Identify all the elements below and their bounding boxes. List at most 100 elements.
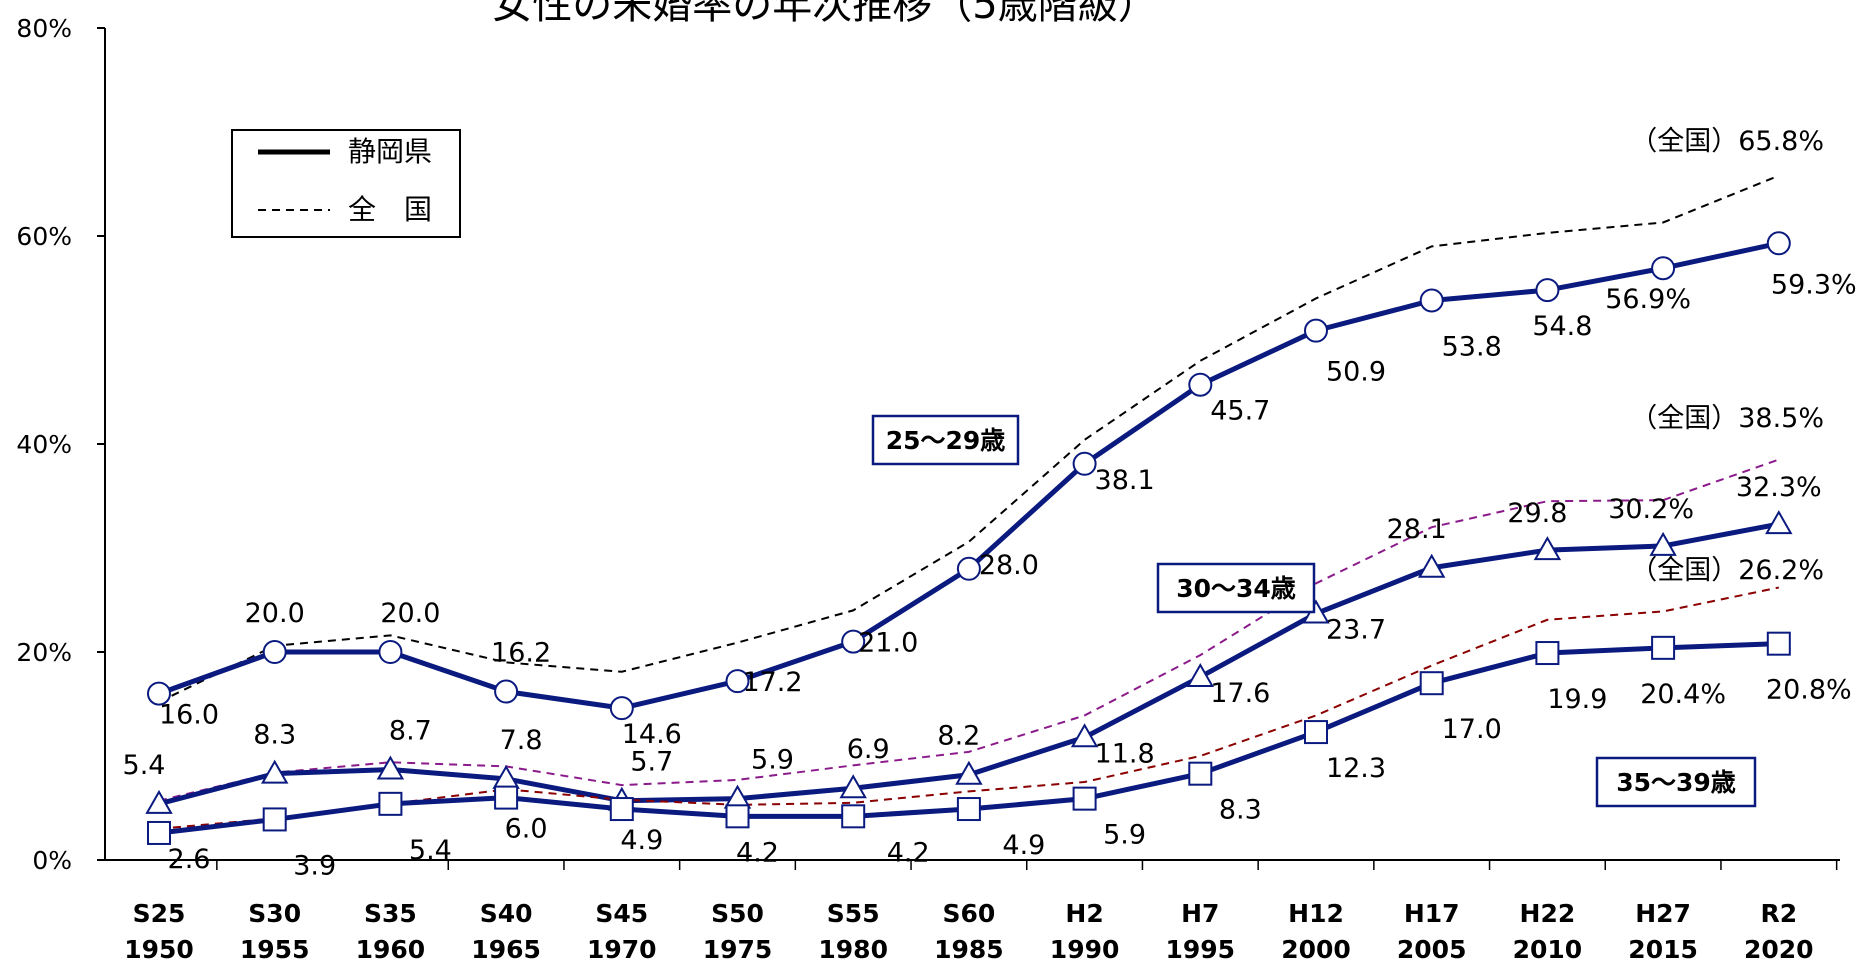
square-marker (1304, 720, 1328, 745)
data-label: 5.9 (751, 745, 794, 776)
x-tick-label-era: H7 (1181, 899, 1219, 928)
data-label: 8.3 (253, 720, 296, 751)
circle-marker (147, 681, 171, 706)
data-label: 16.2 (491, 638, 551, 669)
x-tick-label-era: S50 (711, 899, 764, 928)
square-marker (494, 785, 519, 810)
circle-marker (956, 556, 981, 581)
triangle-marker (1649, 531, 1677, 556)
x-tick-label-year: 2005 (1397, 935, 1467, 964)
data-label: 53.8 (1442, 331, 1502, 362)
triangle-marker (260, 759, 289, 784)
data-label: 4.2 (887, 837, 930, 868)
triangle-marker (1417, 553, 1446, 578)
data-label: 38.1 (1095, 465, 1155, 496)
data-label: 45.7 (1210, 396, 1270, 427)
x-tick-label-era: S25 (133, 899, 186, 928)
x-tick-label-year: 1990 (1050, 935, 1120, 964)
circle-marker (609, 696, 634, 721)
x-tick-label-year: 1970 (587, 935, 657, 964)
data-label: 5.9 (1103, 820, 1146, 851)
x-tick-label-era: H22 (1520, 899, 1576, 928)
x-tick-label-year: 1960 (356, 935, 426, 964)
y-tick-label: 40% (16, 430, 72, 459)
data-label: 4.9 (620, 825, 663, 856)
triangle-marker (1533, 536, 1562, 561)
square-marker (1188, 761, 1213, 786)
data-label: 5.4 (409, 835, 452, 866)
square-marker (1651, 635, 1676, 660)
x-tick-label-year: 1950 (124, 935, 194, 964)
data-label: 8.2 (937, 721, 980, 752)
data-label: 54.8 (1532, 311, 1592, 342)
data-label: 4.2 (736, 837, 779, 868)
data-label: 8.3 (1219, 795, 1262, 826)
triangle-marker (839, 774, 867, 799)
data-label: 19.9 (1547, 684, 1607, 715)
square-marker (1766, 631, 1791, 656)
x-tick-label-era: S45 (595, 899, 648, 928)
y-tick-label: 0% (32, 846, 72, 875)
data-label: 7.8 (500, 725, 543, 756)
national-line-3 (158, 586, 1780, 830)
data-label: 20.8% (1766, 675, 1852, 706)
data-label: 28.0 (979, 550, 1039, 581)
x-tick-label-year: 2015 (1628, 935, 1698, 964)
data-label: 28.1 (1387, 514, 1447, 545)
data-label: 21.0 (858, 628, 918, 659)
x-tick-label-era: S55 (827, 899, 880, 928)
triangle-marker (1070, 723, 1099, 748)
square-marker (609, 797, 634, 822)
circle-marker (262, 640, 287, 664)
x-tick-label-year: 1965 (471, 935, 541, 964)
data-label: 17.0 (1442, 714, 1502, 745)
triangle-marker (1186, 662, 1215, 687)
data-label: 20.0 (380, 598, 440, 629)
x-tick-label-year: 2000 (1281, 935, 1351, 964)
circle-marker (378, 640, 403, 664)
data-label: 17.2 (742, 667, 802, 698)
data-label: 11.8 (1095, 738, 1155, 769)
data-label: 32.3% (1736, 472, 1822, 503)
age-group-label: 35〜39歳 (1616, 768, 1736, 797)
x-tick-label-era: S35 (364, 899, 417, 928)
x-tick-label-era: H12 (1288, 899, 1344, 928)
x-tick-label-year: 2020 (1744, 935, 1814, 964)
triangle-marker (955, 760, 983, 785)
data-label: 30.2% (1608, 494, 1694, 525)
circle-marker (841, 629, 866, 654)
x-tick-label-era: S60 (943, 899, 996, 928)
square-marker (1535, 641, 1560, 666)
national-line-1 (158, 174, 1780, 703)
age-group-box (1156, 562, 1316, 614)
data-label: 20.0 (245, 598, 305, 629)
x-tick-label-year: 1955 (240, 935, 310, 964)
square-marker (262, 807, 287, 832)
national-line-2 (158, 458, 1780, 802)
legend-box (231, 129, 461, 238)
x-tick-label-era: S30 (248, 899, 301, 928)
x-tick-label-year: 1985 (934, 935, 1004, 964)
triangle-marker (376, 755, 405, 780)
circle-marker (1072, 451, 1097, 476)
age-group-box (1595, 756, 1757, 808)
square-marker (147, 820, 171, 845)
x-tick-label-era: S40 (480, 899, 533, 928)
y-tick-label: 80% (16, 14, 72, 43)
square-marker (1072, 786, 1097, 811)
data-label: 12.3 (1326, 753, 1386, 784)
data-label: 29.8 (1507, 498, 1567, 529)
circle-marker (1535, 278, 1560, 303)
circle-marker (1419, 288, 1444, 313)
square-marker (378, 791, 403, 816)
x-tick-label-era: R2 (1760, 899, 1797, 928)
triangle-marker (1765, 510, 1793, 535)
national-end-label: （全国）26.2% (1630, 555, 1824, 586)
data-label: 5.4 (123, 750, 166, 781)
triangle-marker (145, 789, 173, 814)
data-label: 20.4% (1640, 679, 1726, 710)
legend-label-shizuoka: 静岡県 (348, 135, 432, 168)
x-tick-label-era: H27 (1635, 899, 1691, 928)
data-label: 14.6 (622, 719, 682, 750)
